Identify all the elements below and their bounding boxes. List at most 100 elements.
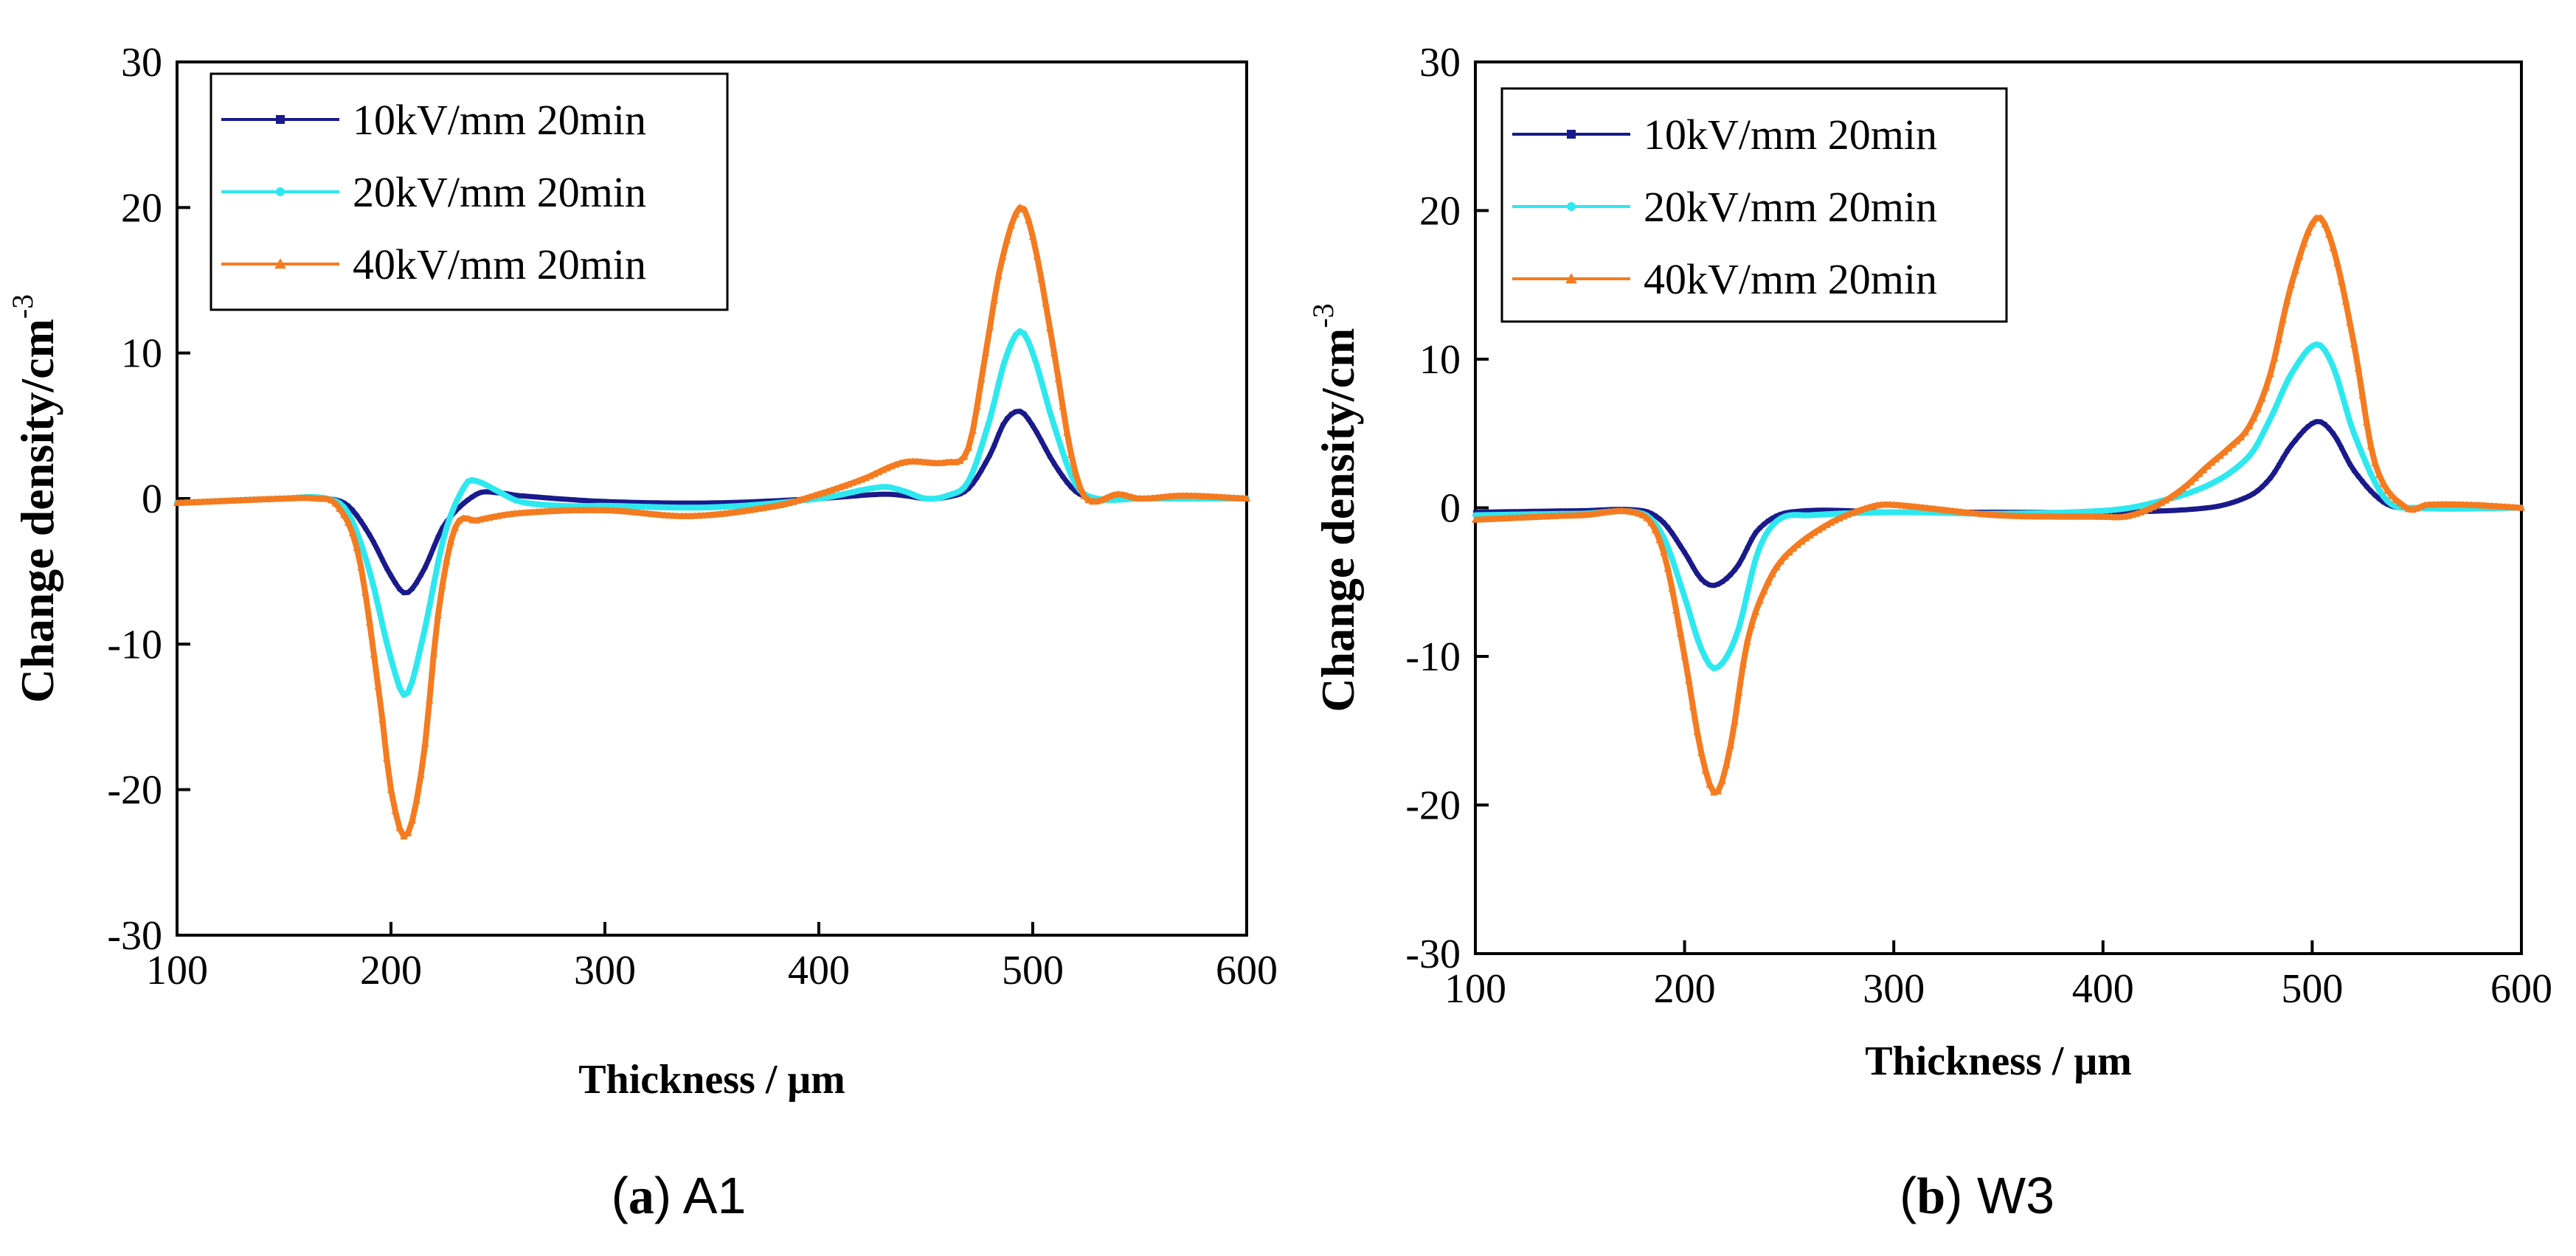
data-point [1569,508,1574,513]
data-point [2264,480,2269,485]
data-point [2347,418,2353,425]
data-point [2301,351,2307,358]
data-point [2322,422,2327,427]
data-point [1757,525,1762,530]
data-point [2249,414,2258,422]
data-point [344,518,353,526]
data-point [2285,448,2290,454]
y-tick-label: 10 [121,331,162,377]
caption-label: a [629,1168,654,1225]
data-point [1689,621,1696,628]
data-point [2187,478,2195,485]
data-point [700,504,707,511]
data-point [448,512,454,518]
data-point [974,457,980,464]
data-point [2291,266,2299,274]
data-point [2346,319,2354,326]
data-point [619,503,626,510]
data-point [1013,409,1018,414]
data-point [464,514,472,522]
data-point [2347,462,2352,467]
data-point [1694,634,1700,641]
data-point [1077,492,1082,497]
data-point [384,566,389,571]
data-point [1000,423,1005,428]
data-point [889,492,894,497]
data-point [354,513,359,518]
data-point [2305,347,2311,353]
data-point [2324,230,2333,238]
data-point [572,497,578,502]
data-point [1026,417,1031,422]
data-point [870,470,879,477]
data-point [1672,606,1680,614]
data-point [1060,473,1065,479]
data-point [1770,516,1775,521]
data-point [2333,259,2341,267]
data-point [408,816,417,824]
data-point [346,503,350,508]
data-point [2083,508,2090,515]
data-point [2216,451,2224,459]
data-point [1127,493,1135,500]
data-point [1831,516,1839,524]
data-point [1242,494,1251,502]
data-point [1810,528,1818,536]
data-point [2317,342,2324,349]
data-point [2279,387,2286,394]
legend-label: 40kV/mm 20min [353,240,646,288]
data-point [397,586,402,591]
data-point [1694,571,1700,576]
data-point [555,502,561,509]
data-point [1054,375,1062,382]
data-point [1773,518,1780,524]
data-point [957,488,963,494]
data-point [986,323,994,330]
data-point [1673,568,1680,575]
data-point [970,481,975,486]
data-point [2387,492,2396,499]
data-point [2221,473,2228,480]
data-point [1643,514,1651,521]
data-point [1715,582,1720,587]
data-point [1097,496,1105,504]
x-tick-label: 200 [360,948,422,993]
data-point [2174,488,2183,496]
data-point [1652,513,1658,518]
data-point [374,682,382,690]
y-axis-title: Change density/cm-3 [6,294,63,703]
data-point [960,453,969,460]
data-point [563,503,569,510]
data-point [2224,444,2233,452]
data-point [525,494,530,499]
data-point [2338,389,2345,395]
data-point [1020,205,1028,212]
legend-marker [1567,202,1576,211]
data-point [2396,499,2404,507]
data-point [1720,580,1725,585]
data-point [2268,476,2273,481]
data-point [684,501,689,506]
data-point [1059,402,1067,410]
data-point [547,496,552,501]
data-point [734,503,741,510]
data-point [2263,423,2270,430]
x-tick-label: 300 [1863,966,1925,1012]
y-tick-label: -20 [1405,783,1461,829]
data-point [1820,507,1825,513]
y-tick-label: 20 [121,185,162,231]
data-point [2274,335,2283,343]
data-point [1835,514,1843,522]
data-point [1511,509,1516,514]
data-point [671,501,676,506]
data-point [447,537,455,545]
data-point [2267,415,2274,422]
data-point [2208,459,2216,466]
data-point [1540,509,1545,514]
data-point [2321,347,2328,353]
data-point [961,484,968,490]
data-point [2383,487,2392,494]
data-point [1674,537,1679,542]
data-point [1899,509,1905,516]
data-point [701,501,706,506]
